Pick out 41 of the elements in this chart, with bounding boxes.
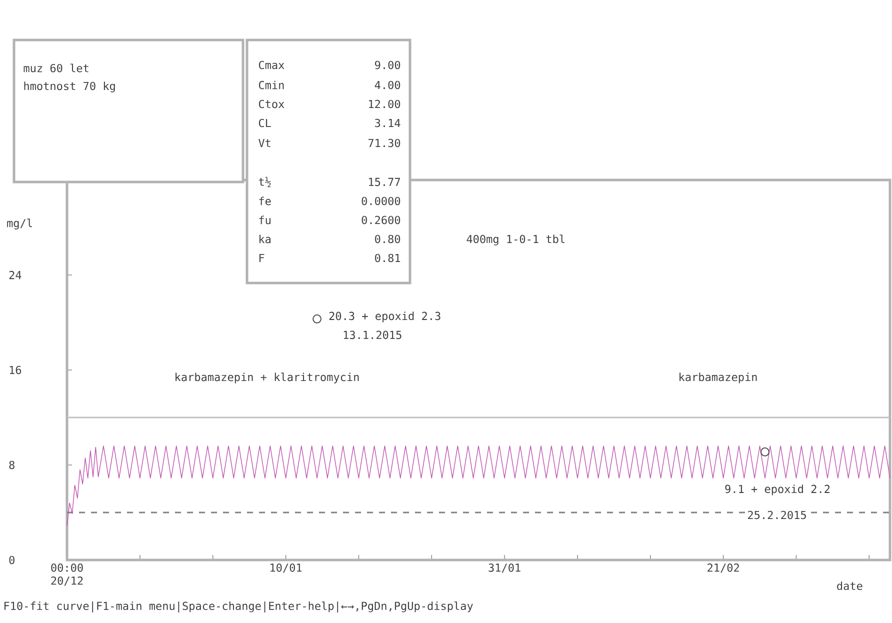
y-tick-label: 16	[10, 366, 22, 374]
y-tick-label: 24	[9, 270, 22, 280]
text: 71.30	[368, 138, 400, 148]
text: 4.00	[374, 80, 400, 90]
x-tick-label: 00:00 20/12	[51, 564, 83, 586]
annotation: t½	[258, 176, 271, 188]
annotation: karbamazepin + klaritromycin	[176, 372, 359, 384]
x-axis-title: date	[837, 582, 862, 590]
annotation: ka	[259, 234, 271, 244]
annotation: 15.77	[369, 178, 400, 186]
y-axis-title: mg/l	[7, 218, 32, 230]
x-tick-label: 10/01	[270, 564, 302, 573]
annotation: 0.80	[375, 234, 400, 244]
annotation: karbamazepin	[680, 372, 757, 384]
x-tick-label: 21/02	[708, 564, 739, 573]
text: hmotnost 70 kg	[24, 82, 115, 92]
annotation: 0.2600	[362, 216, 400, 224]
text: 12.00	[369, 100, 400, 108]
annotation: fu	[259, 216, 270, 224]
annotation: 13.1.2015	[344, 330, 402, 340]
text: Cmin	[258, 80, 284, 90]
annotation: 25.2.2015	[748, 510, 806, 520]
annotation: F	[259, 254, 264, 262]
annotation: 0.81	[375, 254, 400, 262]
line-series	[66, 446, 890, 526]
text: Vt	[258, 138, 270, 147]
text: 3.14	[375, 118, 400, 128]
annotation: 20.3 + epoxid 2.3	[329, 312, 440, 322]
annotation: 0.0000	[362, 196, 400, 206]
annotation: 400mg 1-0-1 tbl	[466, 234, 564, 246]
text: Ctox	[258, 100, 284, 108]
text: F10-fit curve|F1-main menu|Space-change|Enter-help|←→,PgDn,PgUp-display	[4, 601, 473, 612]
y-tick-label: 8	[9, 460, 14, 470]
text: 9.00	[374, 60, 400, 70]
x-tick-label: 31/01	[488, 564, 520, 573]
annotation: 9.1 + epoxid 2.2	[725, 484, 830, 496]
text: CL	[258, 118, 271, 128]
annotation: fe	[259, 196, 271, 206]
text: muz 60 let	[24, 64, 88, 72]
y-tick-label: 0	[9, 556, 14, 564]
text: Cmax	[258, 60, 284, 70]
